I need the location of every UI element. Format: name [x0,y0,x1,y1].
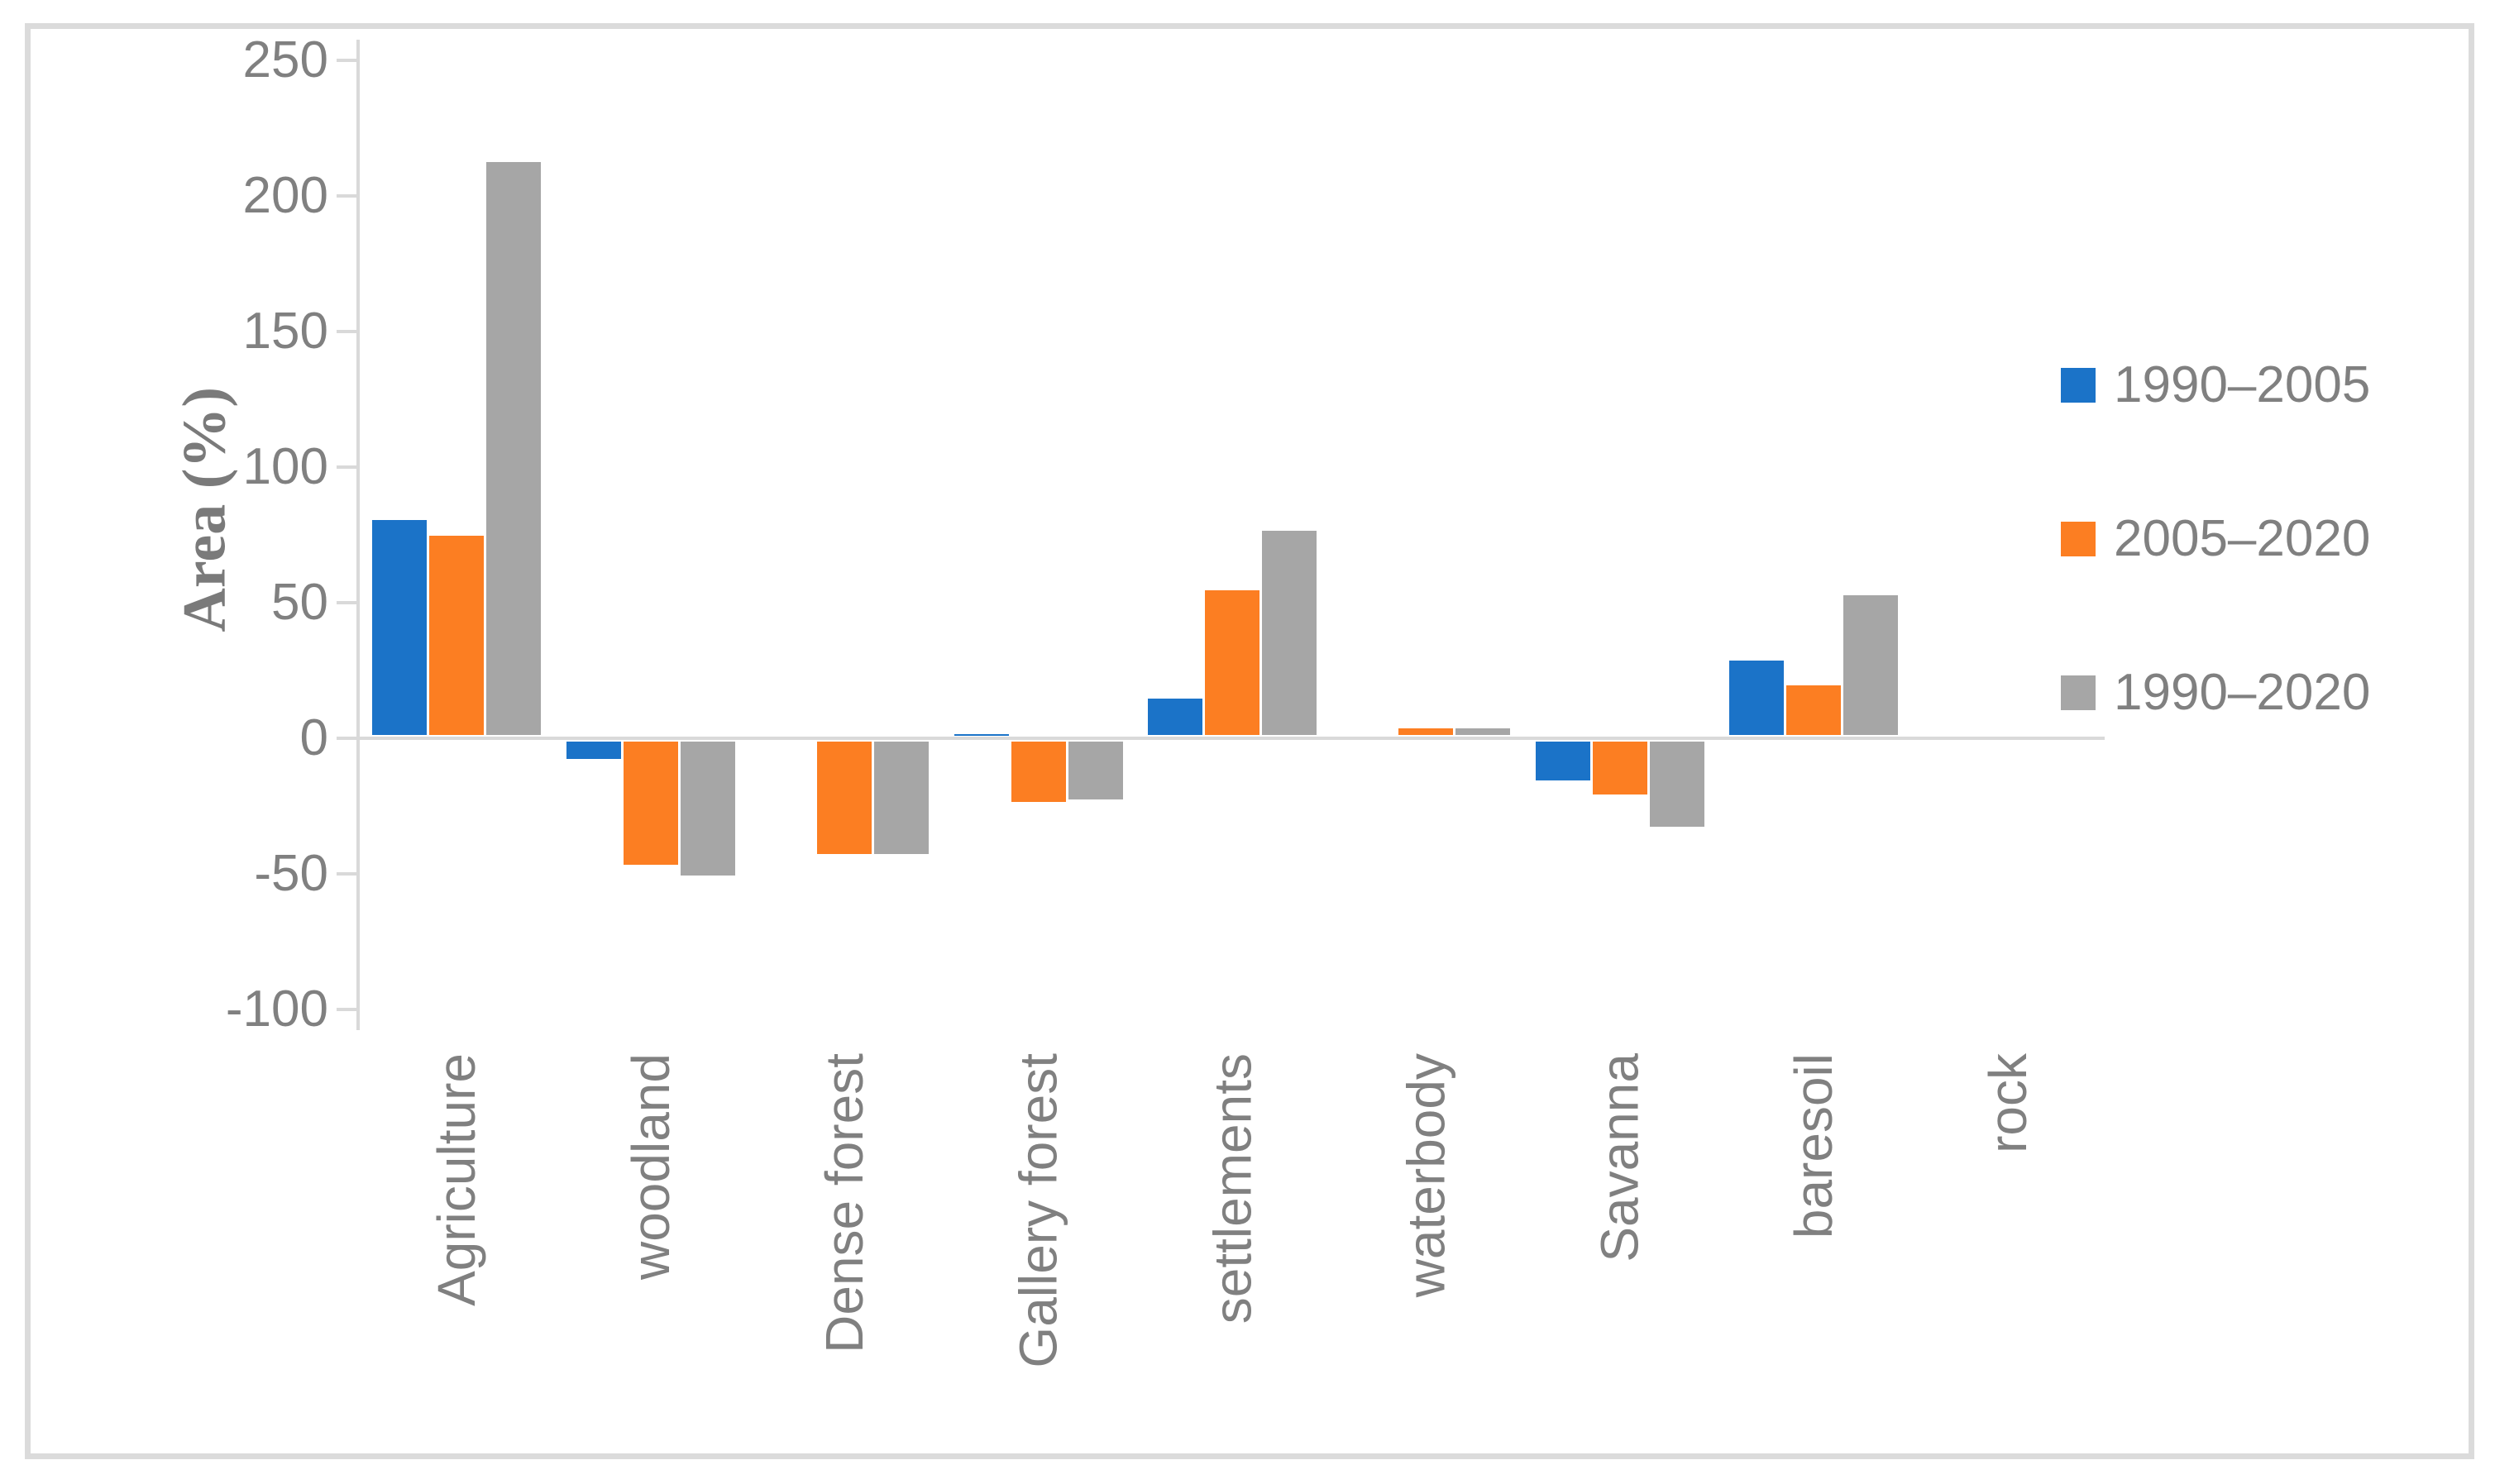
bar-woodland-2005–2020 [623,742,678,865]
y-tick-label: 150 [242,303,328,360]
category-label: baresoil [1784,1053,1844,1239]
bar-agriculture-1990–2005 [372,519,428,735]
legend-swatch [2061,522,2096,556]
bar-settlements-1990–2005 [1148,699,1202,735]
y-tick [337,59,360,62]
bar-savanna-2005–2020 [1592,742,1647,794]
bar-gallery-forest-1990–2005 [954,733,1009,736]
y-tick-label: 50 [271,574,328,631]
legend-item-label: 1990–2020 [2114,664,2371,721]
legend-swatch [2061,675,2096,710]
bar-settlements-2005–2020 [1205,589,1259,735]
category-label: rock [1977,1053,2038,1153]
bar-baresoil-1990–2020 [1843,595,1899,735]
bar-gallery-forest-1990–2020 [1068,742,1123,800]
y-tick-label: 250 [242,31,328,88]
bar-baresoil-2005–2020 [1786,685,1842,735]
y-tick [337,465,360,469]
bar-dense-forest-2005–2020 [817,742,872,854]
bar-settlements-1990–2020 [1262,530,1317,735]
bar-agriculture-1990–2020 [486,161,542,735]
legend-item-label: 2005–2020 [2114,510,2371,567]
bar-agriculture-2005–2020 [429,536,485,735]
bar-savanna-1990–2005 [1535,742,1590,781]
y-tick-label: 100 [242,438,328,495]
y-tick [337,737,360,740]
y-tick-label: -50 [254,845,328,902]
y-tick-label: -100 [225,981,328,1038]
category-label: settlements [1202,1053,1262,1324]
category-label: woodland [620,1053,681,1280]
x-axis-line [360,737,2105,740]
category-label: Savanna [1589,1053,1650,1262]
y-tick [337,1008,360,1011]
legend-item-label: 1990–2005 [2114,356,2371,413]
y-tick-label: 0 [299,709,328,766]
bar-baresoil-1990–2005 [1729,661,1785,735]
y-tick [337,601,360,604]
bar-dense-forest-1990–2020 [874,742,930,854]
bar-waterbody-1990–2020 [1455,728,1511,735]
figure-border [25,23,2474,1459]
category-label: Agriculture [427,1053,487,1306]
category-label: Dense forest [815,1053,875,1353]
category-label: Gallery forest [1008,1053,1068,1368]
y-tick-label: 200 [242,167,328,224]
legend-swatch [2061,368,2096,403]
y-tick [337,194,360,198]
bar-waterbody-2005–2020 [1398,728,1454,735]
y-tick [337,872,360,876]
y-axis-line [356,40,360,1030]
category-label: waterbody [1396,1053,1456,1298]
y-tick [337,330,360,333]
bar-gallery-forest-2005–2020 [1011,742,1066,803]
bar-woodland-1990–2005 [566,742,621,759]
bar-woodland-1990–2020 [680,742,735,876]
bar-savanna-1990–2020 [1649,742,1704,827]
